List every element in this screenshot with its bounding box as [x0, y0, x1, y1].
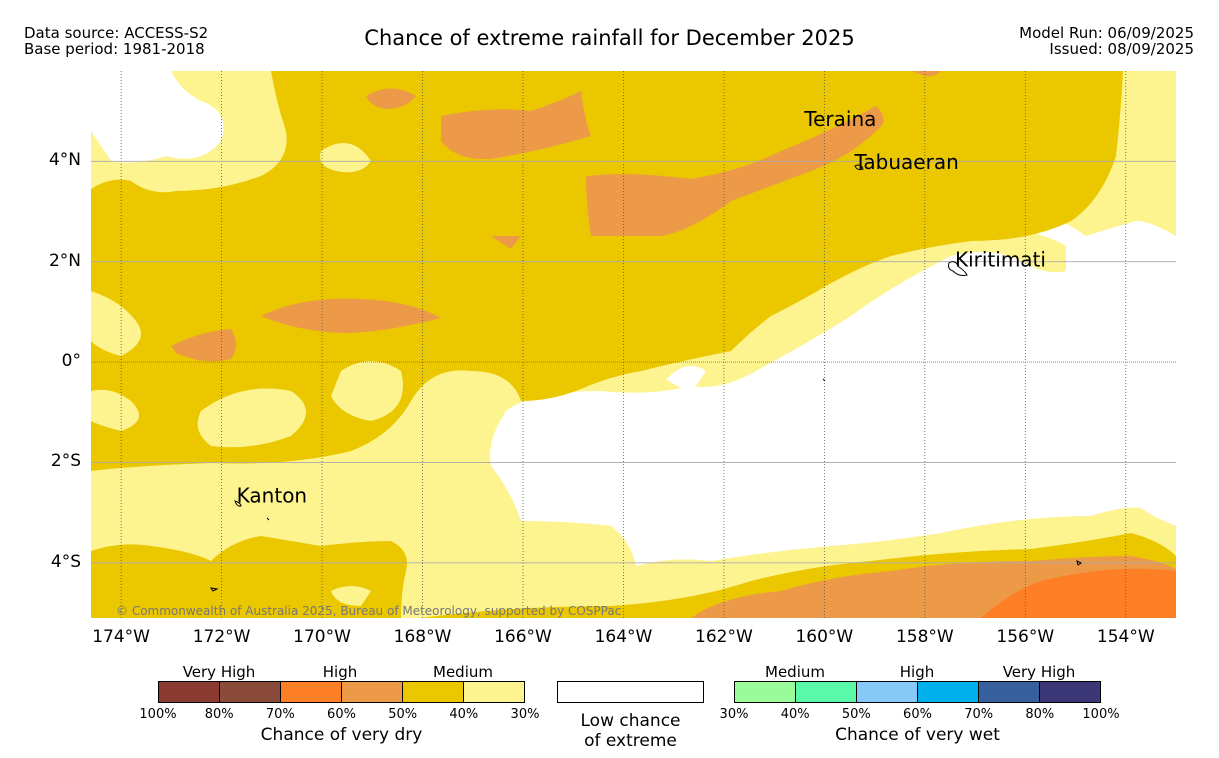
legend-swatch [159, 682, 220, 702]
base-period-text: Base period: 1981-2018 [24, 40, 205, 58]
legend-wet-title: Chance of very wet [835, 725, 1000, 745]
issued-text: Issued: 08/09/2025 [1049, 40, 1194, 58]
tabuaeran-outline [854, 164, 864, 171]
legend-dry-high-label: High [322, 663, 358, 681]
longitude-tick-label: 174°W [92, 627, 150, 647]
shade-60-e [261, 298, 441, 333]
legend-swatch [464, 682, 524, 702]
legend-dry-medium-label: Medium [433, 663, 493, 681]
legend-swatch [979, 682, 1040, 702]
shade-40-hole-south [331, 586, 371, 606]
longitude-tick-label: 160°W [795, 627, 854, 647]
shade-60-a [366, 88, 416, 109]
longitude-tick-label: 166°W [494, 627, 552, 647]
legend-dry-colorbar [158, 681, 525, 703]
legend-percent-label: 70% [964, 707, 994, 722]
legend-low-chance-line1: Low chance [580, 711, 681, 731]
shade-70-southeast [981, 568, 1176, 618]
meridian-lines [120, 71, 1127, 618]
kiritimati-outline [948, 261, 968, 276]
model-run-text: Model Run: 06/09/2025 [1019, 24, 1194, 42]
longitude-tick-label: 158°W [895, 627, 954, 647]
legend-swatch [403, 682, 464, 702]
longitude-tick-label: 156°W [996, 627, 1055, 647]
legend-percent-label: 40% [780, 707, 810, 722]
legend-wet-medium-label: Medium [765, 663, 825, 681]
latitude-tick-label: 0° [61, 351, 81, 372]
legend-swatch [735, 682, 796, 702]
place-label-teraina: Teraina [803, 107, 876, 131]
place-label-kiritimati: Kiritimati [955, 248, 1046, 272]
legend-swatch [220, 682, 281, 702]
header-right: Model Run: 06/09/2025 Issued: 08/09/2025 [1019, 25, 1194, 57]
shade-40-hole-centre [331, 361, 403, 421]
legend-wet-high-label: High [899, 663, 935, 681]
latitude-tick-label: 4°S [50, 551, 81, 572]
legend-percent-label: 60% [903, 707, 932, 722]
header-left: Data source: ACCESS-S2 Base period: 1981… [24, 25, 208, 57]
longitude-tick-label: 162°W [695, 627, 753, 647]
legend-percent-label: 80% [204, 707, 234, 722]
shade-60-top [911, 71, 941, 77]
place-label-tabuaeran: Tabuaeran [854, 150, 959, 174]
legend-swatch [918, 682, 979, 702]
shade-40-hole-north [320, 143, 371, 173]
shade-60-d [491, 236, 521, 249]
legend-percent-label: 100% [1082, 707, 1120, 722]
rainfall-shading [91, 71, 1176, 618]
legend-low-chance-line2: of extreme [584, 731, 677, 751]
legend-wet-very-high-label: Very High [1002, 663, 1076, 681]
legend-dry-very-high-label: Very High [182, 663, 256, 681]
place-label-kanton: Kanton [237, 484, 307, 508]
legend-swatch [342, 682, 403, 702]
legend-low-chance-swatch [557, 681, 704, 703]
longitude-tick-label: 154°W [1096, 627, 1155, 647]
copyright-text: © Commonwealth of Australia 2025, Bureau… [116, 604, 621, 618]
legend-wet-colorbar [734, 681, 1101, 703]
shade-60-f [171, 329, 236, 362]
shade-40-hole-southwest [197, 388, 306, 448]
low-chance-central [490, 215, 1176, 566]
longitude-tick-label: 168°W [393, 627, 452, 647]
legend-dry-title: Chance of very dry [260, 725, 423, 745]
latitude-tick-label: 4°N [48, 150, 81, 171]
latitude-tick-label: 2°N [48, 250, 81, 271]
longitude-tick-label: 164°W [594, 627, 653, 647]
rainfall-map: Teraina Tabuaeran Kiritimati Kanton © Commo… [91, 71, 1176, 618]
legend-percent-label: 30% [510, 707, 540, 722]
small-island-a [209, 587, 219, 592]
latitude-tick-label: 2°S [50, 451, 81, 472]
legend-swatch [281, 682, 342, 702]
small-island-c [266, 517, 270, 521]
place-labels: Teraina Tabuaeran Kiritimati Kanton [237, 107, 1046, 507]
legend-swatch [1040, 682, 1100, 702]
longitude-tick-label: 170°W [293, 627, 351, 647]
map-title: Chance of extreme rainfall for December … [364, 26, 855, 50]
shade-60-b [441, 91, 591, 160]
legend-percent-label: 80% [1025, 707, 1055, 722]
legend-percent-label: 50% [388, 707, 418, 722]
kanton-outline [234, 500, 242, 507]
low-chance-nw [91, 71, 224, 163]
legend-percent-label: 40% [449, 707, 479, 722]
low-chance-patch [666, 366, 706, 393]
small-island-b [1076, 560, 1082, 566]
island-outlines [209, 164, 1082, 592]
small-island-d [822, 378, 826, 382]
shade-40-hole-west [91, 291, 141, 356]
legend-percent-label: 50% [841, 707, 871, 722]
longitude-tick-label: 172°W [192, 627, 251, 647]
legend-percent-label: 30% [719, 707, 749, 722]
shade-40-hole-equator [91, 389, 139, 431]
legend-percent-label: 70% [265, 707, 295, 722]
legend-percent-label: 60% [327, 707, 356, 722]
parallel-lines [91, 160, 1176, 564]
legend-percent-label: 100% [139, 707, 177, 722]
data-source-text: Data source: ACCESS-S2 [24, 24, 209, 42]
shade-50-southwest [91, 536, 407, 618]
shade-60-c [586, 106, 884, 236]
legend-swatch [857, 682, 918, 702]
legend-swatch [796, 682, 857, 702]
